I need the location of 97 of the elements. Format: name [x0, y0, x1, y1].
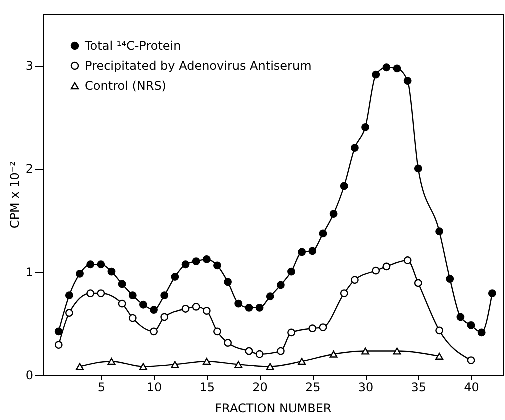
y-tick-label: 0 — [26, 368, 34, 382]
point — [266, 363, 274, 370]
point — [202, 358, 211, 366]
point — [54, 341, 63, 350]
point — [140, 363, 148, 370]
point — [362, 348, 370, 355]
point — [214, 262, 222, 270]
y-tick-label: 1 — [26, 265, 34, 280]
legend-label: Precipitated by Adenovirus Antiserum — [85, 59, 312, 73]
point — [192, 258, 200, 266]
point — [108, 358, 116, 366]
point — [234, 300, 243, 308]
point — [382, 262, 391, 271]
point — [404, 256, 412, 264]
point — [128, 314, 137, 322]
point — [140, 300, 148, 309]
point — [160, 313, 169, 322]
point — [319, 230, 328, 238]
point — [245, 304, 254, 312]
point — [298, 248, 306, 256]
y-axis-title: CPM x 10⁻² — [8, 161, 22, 229]
point — [256, 304, 264, 312]
point — [192, 302, 200, 311]
point — [86, 260, 95, 269]
x-tick-label: 20 — [252, 380, 268, 394]
point — [330, 350, 338, 358]
point — [404, 77, 412, 85]
point — [372, 70, 380, 79]
point — [182, 305, 190, 313]
point — [86, 290, 95, 298]
y-tick-label: 3 — [26, 59, 34, 74]
point — [319, 324, 328, 332]
point — [150, 328, 158, 336]
x-tick-label: 10 — [146, 380, 162, 394]
point — [65, 292, 74, 300]
point — [393, 348, 402, 355]
legend-label: Total ¹⁴C-Protein — [84, 39, 182, 53]
point — [234, 361, 243, 368]
point — [224, 339, 232, 347]
point — [202, 307, 211, 315]
point — [288, 328, 296, 337]
point — [382, 64, 391, 72]
point — [108, 268, 116, 276]
point — [224, 278, 232, 286]
point — [76, 363, 84, 370]
point — [97, 260, 106, 269]
point — [308, 247, 317, 256]
point — [436, 326, 444, 335]
x-tick-label: 40 — [464, 380, 480, 394]
point — [393, 64, 402, 73]
point — [118, 280, 126, 288]
point — [351, 276, 359, 284]
point — [330, 210, 338, 218]
point — [65, 309, 74, 318]
x-tick-label: 25 — [306, 380, 321, 394]
point — [214, 328, 222, 336]
y-tick-label: 2 — [26, 162, 34, 176]
point — [372, 266, 380, 275]
point — [456, 313, 465, 322]
point — [446, 275, 454, 284]
point — [362, 124, 370, 132]
x-tick-label: 30 — [358, 380, 374, 394]
x-tick-label: 5 — [98, 380, 106, 394]
point — [340, 290, 348, 298]
point — [245, 347, 254, 356]
point — [171, 361, 180, 368]
point — [478, 328, 486, 337]
point — [414, 164, 422, 173]
point — [467, 356, 476, 365]
point — [488, 290, 496, 298]
x-tick-label: 15 — [200, 380, 216, 394]
point — [182, 260, 190, 269]
point — [276, 281, 285, 290]
point — [340, 182, 348, 190]
point — [128, 292, 137, 300]
point — [436, 228, 444, 236]
point — [202, 256, 211, 264]
point — [351, 144, 359, 152]
point — [436, 352, 444, 360]
point — [150, 306, 158, 314]
point — [298, 358, 306, 366]
point — [97, 290, 106, 298]
point — [288, 268, 296, 276]
point — [266, 292, 274, 301]
point — [256, 350, 264, 358]
point — [308, 324, 317, 333]
x-axis-title: FRACTION NUMBER — [215, 402, 332, 416]
point — [171, 273, 180, 281]
x-tick-label: 35 — [411, 380, 427, 394]
point — [76, 270, 84, 278]
point — [118, 300, 126, 308]
legend-label: Control (NRS) — [85, 79, 166, 93]
point — [276, 347, 285, 356]
point — [414, 279, 422, 288]
point — [160, 292, 169, 300]
point — [467, 322, 476, 330]
point — [54, 328, 63, 336]
